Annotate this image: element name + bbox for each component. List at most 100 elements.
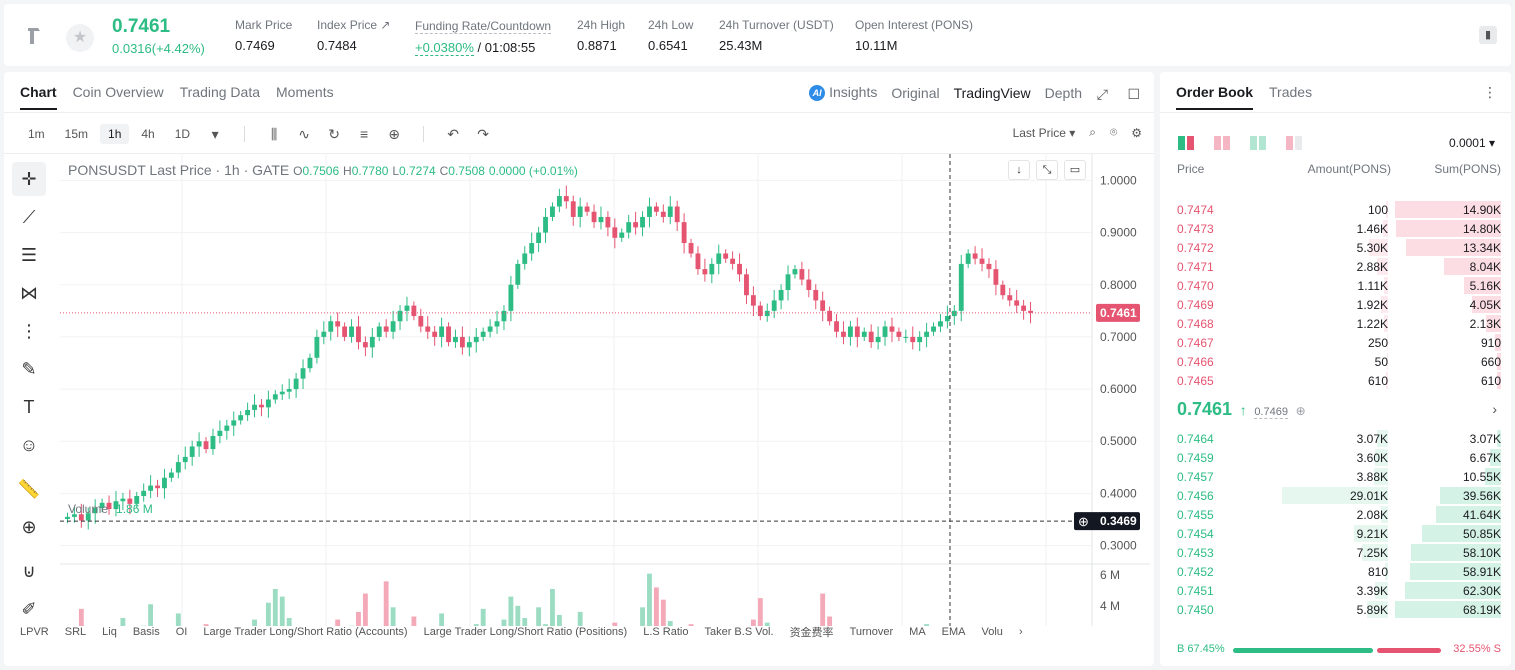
price-type-select[interactable]: Last Price ▾ [1012, 125, 1076, 140]
more-menu-icon[interactable]: ⋮ [1483, 84, 1497, 100]
interval-1h[interactable]: 1h [100, 124, 130, 144]
ask-row[interactable]: 0.7468 1.22K 2.13K [1177, 314, 1501, 333]
tab-tradingview[interactable]: TradingView [953, 84, 1031, 101]
row-sum: 62.30K [1462, 584, 1501, 598]
bid-row[interactable]: 0.7459 3.60K 6.67K [1177, 448, 1501, 467]
tab-depth[interactable]: Depth [1044, 84, 1082, 101]
indicator-item[interactable]: Taker B.S Vol. [704, 626, 774, 638]
stat-index-price[interactable]: Index Price ↗ 0.7484 [317, 18, 390, 53]
amount-depth-bar [1383, 277, 1388, 294]
fullscreen-icon[interactable]: ▭ [1064, 160, 1086, 180]
interval-15m[interactable]: 15m [64, 127, 89, 141]
view-split-icon[interactable] [1286, 136, 1302, 150]
row-amount: 610 [1367, 374, 1388, 388]
view-both-icon[interactable] [1178, 136, 1194, 150]
ask-row[interactable]: 0.7469 1.92K 4.05K [1177, 295, 1501, 314]
indicator-item[interactable]: Basis [132, 626, 160, 638]
interval-1m[interactable]: 1m [28, 127, 45, 141]
ask-row[interactable]: 0.7473 1.46K 14.80K [1177, 219, 1501, 238]
ask-row[interactable]: 0.7472 5.30K 13.34K [1177, 238, 1501, 257]
ask-row[interactable]: 0.7466 50 660 [1177, 352, 1501, 371]
funding-rate-value[interactable]: +0.0380% [415, 40, 474, 56]
chevron-right-icon[interactable]: › [1018, 626, 1023, 638]
pattern-tool-icon[interactable]: ⋈ [20, 283, 38, 303]
tab-insights[interactable]: AI Insights [809, 84, 877, 102]
crosshair-tool-icon[interactable]: ✛ [12, 162, 46, 196]
arrow-down-icon[interactable]: ↓ [1008, 160, 1030, 180]
tab-order-book[interactable]: Order Book [1176, 84, 1254, 110]
indicator-item[interactable]: Turnover [849, 626, 894, 638]
tab-chart[interactable]: Chart [20, 84, 57, 110]
chevron-down-icon[interactable]: ▾ [211, 125, 219, 142]
view-bids-icon[interactable] [1250, 136, 1266, 150]
candlestick-chart[interactable]: 1.0000 0.9000 0.8000 0.7000 0.6000 0.5000 0.40… [60, 154, 1150, 626]
tab-trading-data[interactable]: Trading Data [179, 84, 261, 100]
bid-row[interactable]: 0.7464 3.07K 3.07K [1177, 429, 1501, 448]
indicator-item[interactable]: OI [175, 626, 188, 638]
interval-1d[interactable]: 1D [174, 127, 191, 141]
tab-original[interactable]: Original [891, 84, 940, 101]
redo-icon[interactable]: ↷ [477, 125, 489, 142]
add-alert-icon[interactable]: ⊕ [388, 125, 400, 142]
bid-row[interactable]: 0.7456 29.01K 39.56K [1177, 486, 1501, 505]
ask-row[interactable]: 0.7474 100 14.90K [1177, 200, 1501, 219]
fib-tool-icon[interactable]: ⋮ [20, 321, 38, 341]
bid-row[interactable]: 0.7454 9.21K 50.85K [1177, 524, 1501, 543]
replay-icon[interactable]: ↻ [328, 125, 340, 142]
candle-type-icon[interactable]: ⫼ [270, 125, 278, 142]
ruler-tool-icon[interactable]: 📏 [17, 479, 41, 499]
undo-icon[interactable]: ↶ [447, 125, 459, 142]
book-icon[interactable]: ▮ [1479, 26, 1497, 44]
chevron-right-icon[interactable]: › [1492, 401, 1497, 417]
precision-select[interactable]: 0.0001 ▾ [1448, 136, 1495, 150]
ask-row[interactable]: 0.7470 1.11K 5.16K [1177, 276, 1501, 295]
camera-icon[interactable]: ⌾ [1110, 125, 1118, 139]
info-icon[interactable]: ⊕ [1295, 404, 1306, 418]
brush-tool-icon[interactable]: ✎ [21, 359, 37, 379]
candle-body [861, 331, 867, 337]
templates-icon[interactable]: ≡ [359, 126, 369, 142]
sell-ratio: 32.55% S [1453, 643, 1501, 655]
text-tool-icon[interactable]: T [23, 397, 35, 417]
pencil-tool-icon[interactable]: ✐ [21, 599, 37, 619]
indicator-item[interactable]: 资金费率 [789, 627, 834, 639]
candle-body [744, 274, 749, 296]
horizontal-lines-tool-icon[interactable]: ☰ [20, 245, 38, 265]
bid-row[interactable]: 0.7451 3.39K 62.30K [1177, 581, 1501, 600]
tab-moments[interactable]: Moments [276, 84, 334, 100]
candle-body [889, 326, 895, 332]
expand-icon[interactable]: ⤢ [1096, 86, 1108, 102]
indicator-item[interactable]: EMA [941, 626, 966, 638]
interval-4h[interactable]: 4h [141, 127, 155, 141]
indicator-item[interactable]: Liq [102, 626, 117, 638]
ask-row[interactable]: 0.7467 250 910 [1177, 333, 1501, 352]
indicator-item[interactable]: Large Trader Long/Short Ratio (Positions… [423, 626, 628, 638]
window-icon[interactable]: ☐ [1127, 86, 1140, 102]
gear-icon[interactable]: ⚙ [1131, 125, 1142, 140]
indicator-item[interactable]: Large Trader Long/Short Ratio (Accounts) [203, 626, 408, 638]
indicator-item[interactable]: MA [909, 626, 926, 638]
indicator-item[interactable]: LPVR [20, 626, 49, 638]
indicator-item[interactable]: SRL [64, 626, 87, 638]
indicator-item[interactable]: L.S Ratio [643, 626, 689, 638]
emoji-tool-icon[interactable]: ☺ [19, 435, 39, 455]
view-asks-icon[interactable] [1214, 136, 1230, 150]
candle-body [972, 253, 978, 259]
bid-row[interactable]: 0.7452 810 58.91K [1177, 562, 1501, 581]
bid-row[interactable]: 0.7450 5.89K 68.19K [1177, 600, 1501, 619]
ask-row[interactable]: 0.7471 2.88K 8.04K [1177, 257, 1501, 276]
trendline-tool-icon[interactable]: ⟋ [22, 207, 36, 227]
tab-coin-overview[interactable]: Coin Overview [72, 84, 164, 100]
tab-trades[interactable]: Trades [1269, 84, 1313, 100]
search-icon[interactable]: ⌕ [1089, 125, 1097, 139]
ask-row[interactable]: 0.7465 610 610 [1177, 371, 1501, 390]
bid-row[interactable]: 0.7457 3.88K 10.55K [1177, 467, 1501, 486]
bid-row[interactable]: 0.7455 2.08K 41.64K [1177, 505, 1501, 524]
collapse-icon[interactable]: ⤡ [1036, 160, 1058, 180]
bid-row[interactable]: 0.7453 7.25K 58.10K [1177, 543, 1501, 562]
favorite-star-icon[interactable]: ★ [66, 24, 94, 52]
zoom-tool-icon[interactable]: ⊕ [21, 517, 37, 537]
indicator-item[interactable]: Volu [981, 626, 1003, 638]
indicators-icon[interactable]: ∿ [298, 125, 310, 142]
magnet-tool-icon[interactable]: ⊍ [22, 561, 36, 581]
